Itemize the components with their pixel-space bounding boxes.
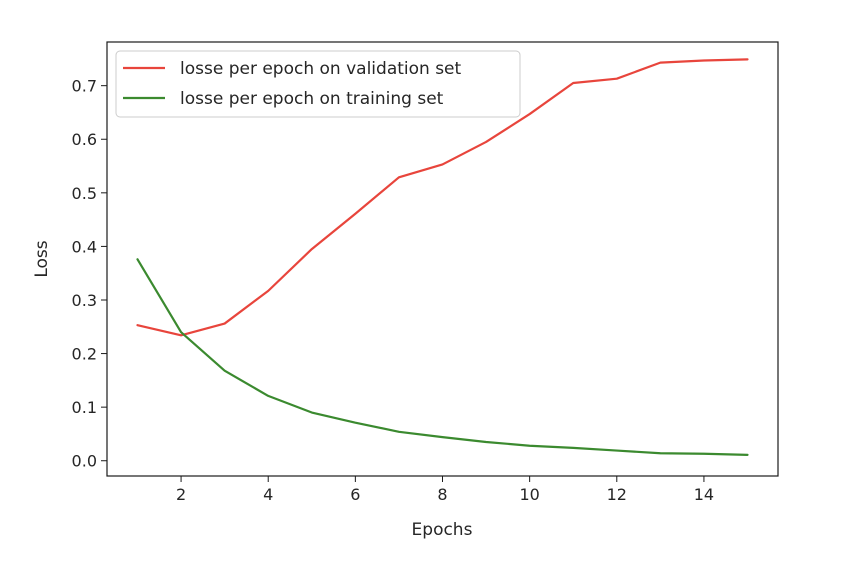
x-tick-label: 4	[263, 485, 273, 504]
x-tick-label: 14	[694, 485, 714, 504]
x-tick-label: 12	[607, 485, 627, 504]
y-tick-label: 0.2	[72, 345, 97, 364]
y-tick-label: 0.1	[72, 398, 97, 417]
y-tick-label: 0.6	[72, 130, 97, 149]
x-axis: 2 4 6 8 10 12 14	[176, 476, 714, 504]
series-lines	[136, 58, 749, 456]
plot-frame	[106, 41, 779, 477]
legend: losse per epoch on validation set losse …	[115, 50, 521, 118]
series-line-validation	[136, 58, 749, 337]
legend-label-training: losse per epoch on training set	[180, 89, 444, 109]
series-line-training	[136, 258, 749, 456]
x-tick-label: 2	[176, 485, 186, 504]
y-tick-label: 0.4	[72, 237, 97, 256]
y-tick-label: 0.7	[72, 77, 97, 96]
y-tick-label: 0.0	[72, 452, 97, 471]
x-tick-label: 10	[519, 485, 539, 504]
x-tick-label: 6	[350, 485, 360, 504]
y-tick-label: 0.3	[72, 291, 97, 310]
x-axis-label: Epochs	[412, 520, 473, 540]
y-axis: 0.0 0.1 0.2 0.3 0.4 0.5 0.6 0.7	[72, 77, 107, 471]
y-tick-label: 0.5	[72, 184, 97, 203]
legend-label-validation: losse per epoch on validation set	[180, 59, 462, 79]
y-axis-label: Loss	[32, 240, 52, 277]
legend-box	[115, 50, 521, 118]
x-tick-label: 8	[437, 485, 447, 504]
